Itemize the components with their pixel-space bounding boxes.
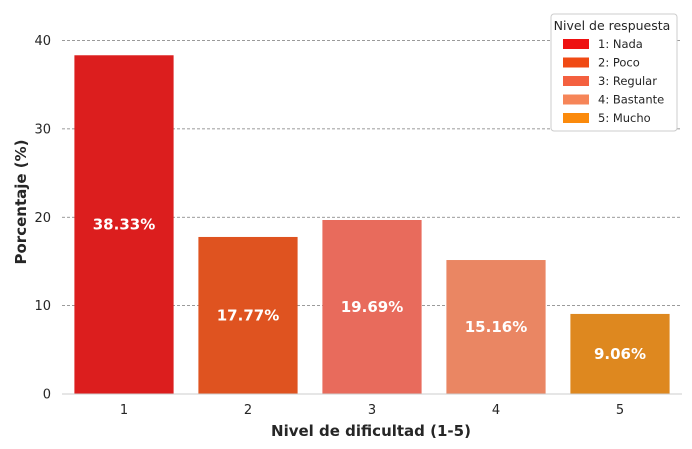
legend-entry-label: 5: Mucho: [598, 111, 651, 125]
legend-swatch: [563, 76, 589, 86]
y-tick-label: 20: [34, 211, 51, 226]
x-tick-label: 4: [492, 403, 500, 418]
axes: 0 10 20 30 40 1 2 3 4 5: [34, 34, 682, 418]
legend: Nivel de respuesta 1: Nada 2: Poco 3: Regu…: [550, 13, 678, 132]
bar-4: [446, 260, 546, 394]
legend-entry-label: 1: Nada: [598, 37, 643, 51]
bar-value-label: 19.69%: [341, 298, 403, 316]
bar-2: [198, 236, 298, 394]
legend-swatch: [563, 94, 589, 105]
y-tick-label: 0: [43, 388, 51, 403]
y-tick-label: 40: [34, 34, 51, 49]
legend-title: Nivel de respuesta: [554, 18, 671, 33]
legend-swatch: [563, 39, 589, 49]
legend-entry-label: 4: Bastante: [598, 93, 664, 107]
y-tick-label: 10: [34, 299, 51, 314]
bar-1: [74, 55, 174, 394]
bar-value-label: 15.16%: [465, 318, 527, 336]
bar-value-label: 17.77%: [217, 306, 279, 324]
x-tick-label: 3: [368, 403, 376, 418]
bar-3: [322, 219, 422, 394]
legend-entry-label: 2: Poco: [598, 56, 640, 70]
bars: 38.33% 17.77% 19.69% 15.16% 9.06%: [74, 55, 670, 394]
legend-entry-label: 3: Regular: [598, 74, 657, 88]
bar-5: [570, 313, 670, 394]
legend-swatch: [563, 57, 589, 68]
bar-value-label: 9.06%: [594, 345, 646, 363]
x-tick-label: 5: [616, 403, 624, 418]
bar-value-label: 38.33%: [93, 216, 155, 234]
x-tick-label: 1: [120, 403, 128, 418]
legend-swatch: [563, 113, 589, 123]
x-tick-label: 2: [244, 403, 252, 418]
y-axis-title: Porcentaje (%): [12, 139, 30, 264]
y-tick-label: 30: [34, 122, 51, 137]
x-axis-title: Nivel de dificultad (1-5): [271, 422, 471, 440]
